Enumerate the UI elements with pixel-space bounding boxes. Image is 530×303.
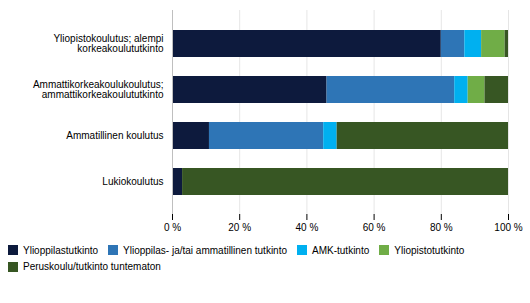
svg-text:Yliopistokoulutus; alempikorke: Yliopistokoulutus; alempikorkeakoulututk… — [53, 33, 163, 54]
svg-text:Ammatillinen koulutus: Ammatillinen koulutus — [66, 130, 163, 141]
svg-text:60 %: 60 % — [363, 222, 386, 233]
html-text:Peruskoulu/tutkinto tuntematon: Peruskoulu/tutkinto tuntematon — [23, 261, 161, 273]
svg-text:100 %: 100 % — [494, 222, 522, 233]
html-text:Yliopistotutkinto: Yliopistotutkinto — [394, 244, 465, 256]
html-text:Ylioppilastutkinto: Ylioppilastutkinto — [23, 244, 98, 256]
svg-text:Lukiokoulutus: Lukiokoulutus — [102, 176, 163, 187]
svg-text:0 %: 0 % — [164, 222, 181, 233]
html-text:Ylioppilas- ja/tai ammatilline: Ylioppilas- ja/tai ammatillinen tutkinto — [123, 244, 287, 256]
svg-text:80 %: 80 % — [430, 222, 453, 233]
html-text:AMK-tutkinto: AMK-tutkinto — [312, 244, 370, 256]
svg-text:Ammattikorkeakoulukoulutus;amm: Ammattikorkeakoulukoulutus;ammattikorkea… — [33, 79, 164, 100]
svg-text:40 %: 40 % — [296, 222, 319, 233]
svg-text:20 %: 20 % — [228, 222, 251, 233]
